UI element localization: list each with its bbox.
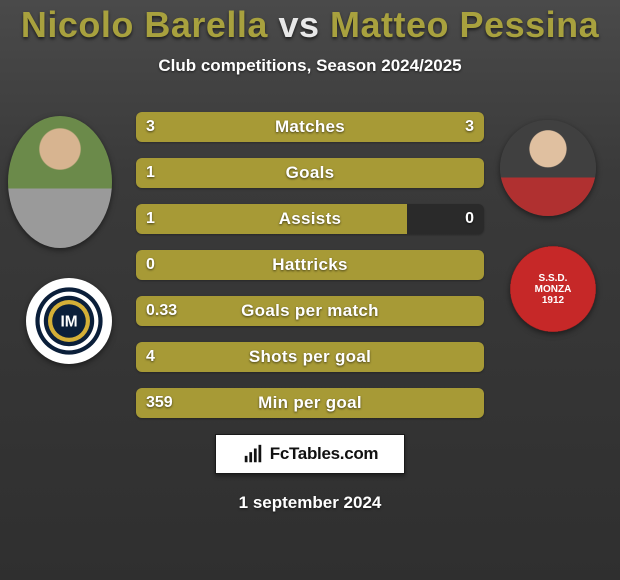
brand-text: FcTables.com: [270, 444, 379, 464]
inter-badge-icon: IM: [34, 286, 104, 356]
stats-bars: Matches33Goals1Assists10Hattricks0Goals …: [136, 112, 484, 434]
stat-row: Shots per goal4: [136, 342, 484, 372]
stat-value-left: 0: [146, 250, 155, 280]
stat-row: Goals1: [136, 158, 484, 188]
stat-value-left: 0.33: [146, 296, 177, 326]
stat-value-left: 1: [146, 158, 155, 188]
svg-text:IM: IM: [60, 314, 77, 331]
stat-row: Matches3 3: [136, 112, 484, 142]
content-wrap: Nicolo Barella vs Matteo Pessina Club co…: [0, 0, 620, 580]
stat-value-right: 0: [465, 204, 474, 234]
title-player2: Matteo Pessina: [330, 4, 599, 45]
monza-badge-icon: S.S.D. MONZA 1912: [510, 246, 596, 332]
stat-row: Assists1 0: [136, 204, 484, 234]
stat-value-left: 359: [146, 388, 173, 418]
title-player1: Nicolo Barella: [21, 4, 268, 45]
stat-row: Min per goal359: [136, 388, 484, 418]
stat-label: Min per goal: [136, 388, 484, 418]
stat-label: Goals: [136, 158, 484, 188]
brand-chart-icon: [242, 443, 264, 465]
stat-label: Matches: [136, 112, 484, 142]
date-text: 1 september 2024: [239, 493, 382, 513]
main-area: IM S.S.D. MONZA 1912 Matches33Goals1Assi…: [0, 94, 620, 580]
stat-value-right: 3: [465, 112, 474, 142]
stat-label: Assists: [136, 204, 484, 234]
player-right-club-badge: S.S.D. MONZA 1912: [510, 246, 596, 332]
title-vs: vs: [278, 4, 319, 45]
player-right-placeholder: [500, 120, 596, 216]
stat-value-left: 4: [146, 342, 155, 372]
stat-row: Goals per match0.33: [136, 296, 484, 326]
stat-value-left: 3: [146, 112, 155, 142]
stat-value-left: 1: [146, 204, 155, 234]
player-left-avatar: [8, 116, 112, 248]
monza-badge-text: S.S.D. MONZA 1912: [535, 273, 572, 306]
player-left-club-badge: IM: [26, 278, 112, 364]
stat-row: Hattricks0: [136, 250, 484, 280]
stat-label: Hattricks: [136, 250, 484, 280]
page-title: Nicolo Barella vs Matteo Pessina: [21, 4, 599, 46]
stat-label: Shots per goal: [136, 342, 484, 372]
subtitle: Club competitions, Season 2024/2025: [158, 56, 461, 76]
player-right-avatar: [500, 120, 596, 216]
stat-label: Goals per match: [136, 296, 484, 326]
player-left-placeholder: [8, 116, 112, 248]
brand-box: FcTables.com: [215, 434, 405, 474]
